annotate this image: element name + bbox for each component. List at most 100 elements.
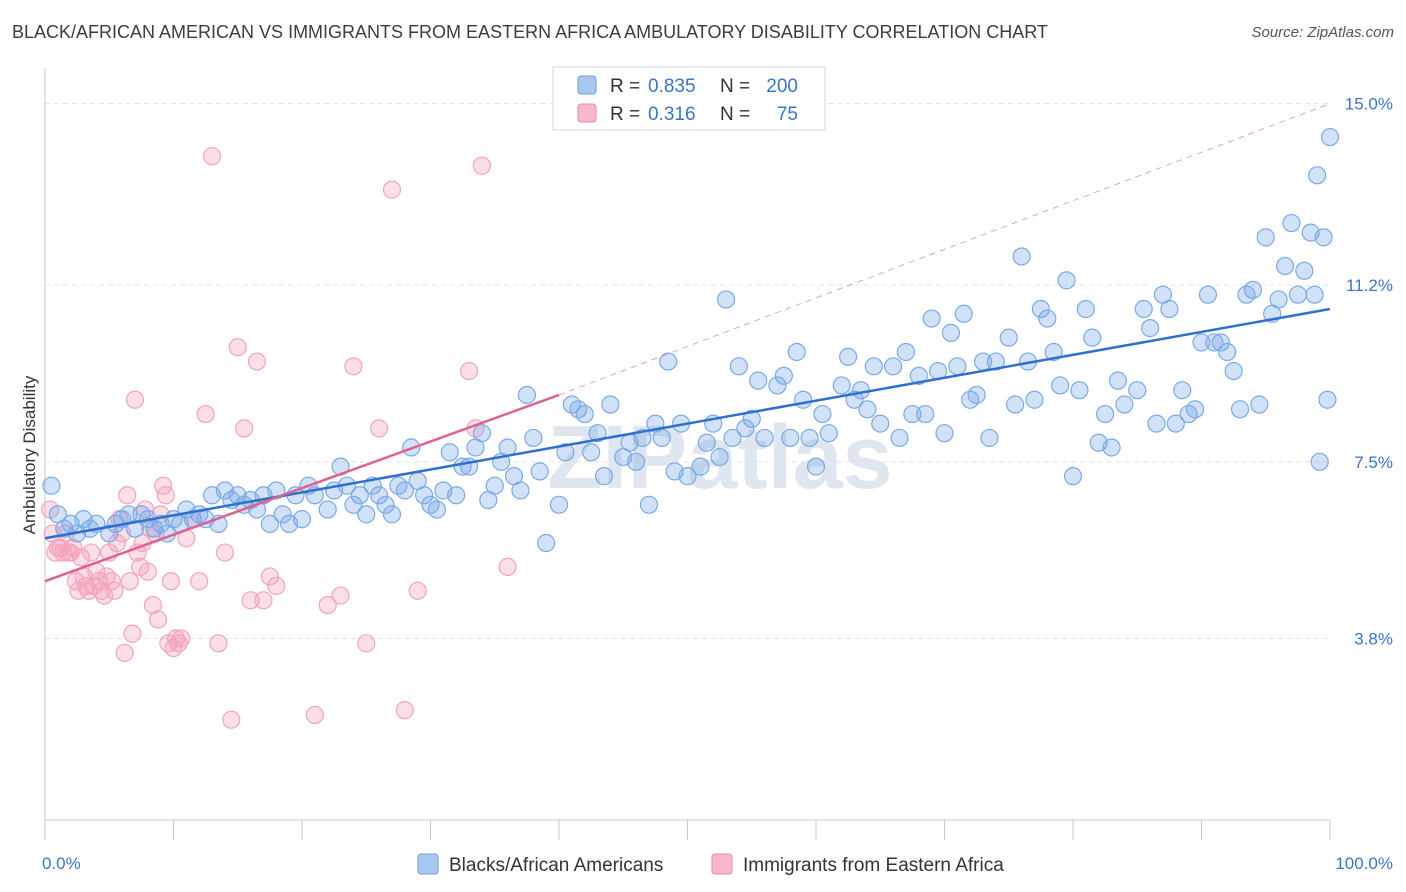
legend-label-immigrants: Immigrants from Eastern Africa (743, 855, 1004, 876)
point-blacks (659, 352, 678, 371)
point-blacks (954, 304, 973, 323)
point-blacks (1147, 414, 1166, 433)
legend-item-immigrants[interactable]: Immigrants from Eastern Africa (711, 853, 1004, 876)
point-blacks (768, 376, 787, 395)
point-blacks (1076, 299, 1095, 319)
point-blacks (382, 505, 402, 524)
point-immigrants (64, 538, 83, 557)
point-blacks (806, 457, 826, 476)
point-immigrants (408, 581, 427, 600)
point-immigrants (71, 548, 91, 567)
point-blacks (517, 385, 536, 405)
point-immigrants (254, 591, 273, 610)
point-blacks (1160, 299, 1179, 319)
point-blacks (1198, 285, 1218, 304)
stats-box: R = 0.835 N = 200 R = 0.316 N = 75 (552, 66, 826, 131)
point-blacks (318, 500, 337, 519)
legend-item-blacks[interactable]: Blacks/African Americans (417, 853, 663, 876)
point-blacks (633, 428, 652, 448)
y-tick-label: 15.0% (1345, 95, 1393, 114)
point-immigrants (105, 581, 124, 600)
point-immigrants (53, 543, 73, 562)
legend-swatch-blue (417, 853, 439, 875)
point-immigrants (115, 643, 134, 662)
point-immigrants (344, 357, 363, 376)
point-blacks (1102, 438, 1121, 457)
stats-row-blue: R = 0.835 N = 200 (577, 75, 798, 97)
point-blacks (749, 371, 768, 390)
point-blacks (1192, 333, 1211, 352)
point-blacks (626, 452, 646, 471)
point-blacks (922, 309, 941, 328)
point-blacks (1096, 404, 1115, 424)
stats-swatch-blue (577, 75, 597, 95)
point-blacks (1320, 127, 1340, 147)
point-blacks (883, 357, 903, 376)
point-immigrants (305, 705, 324, 725)
point-immigrants (156, 486, 175, 505)
point-blacks (1140, 319, 1160, 338)
stats-n-label: N = (720, 104, 750, 125)
y-tick-label: 7.5% (1354, 453, 1393, 472)
point-blacks (736, 419, 755, 438)
point-immigrants (382, 180, 402, 199)
y-tick-label: 3.8% (1354, 630, 1393, 649)
point-blacks (1310, 452, 1329, 471)
point-blacks (903, 404, 922, 424)
point-blacks (594, 467, 614, 486)
point-blacks (794, 390, 813, 409)
point-immigrants (125, 390, 145, 409)
point-immigrants (169, 634, 188, 653)
series-immigrants (41, 147, 517, 729)
point-blacks (1314, 228, 1333, 247)
point-blacks (1134, 299, 1153, 319)
point-blacks (1256, 228, 1275, 247)
point-blacks (1282, 213, 1301, 233)
stats-r-label: R = (610, 104, 640, 125)
point-blacks (601, 395, 620, 414)
point-blacks (678, 467, 697, 486)
point-immigrants (222, 710, 241, 729)
point-blacks (935, 424, 954, 443)
point-blacks (896, 342, 916, 362)
point-blacks (1243, 280, 1263, 300)
gridlines (45, 103, 1330, 640)
point-blacks (858, 400, 877, 419)
point-immigrants (143, 595, 163, 615)
point-blacks (774, 366, 793, 385)
point-blacks (691, 457, 710, 476)
point-blacks (414, 486, 434, 505)
point-immigrants (202, 147, 222, 166)
point-blacks (524, 428, 543, 448)
point-blacks (1218, 342, 1237, 362)
point-blacks (549, 495, 569, 514)
point-immigrants (395, 701, 414, 720)
stats-n-label: N = (720, 76, 750, 97)
point-blacks (787, 342, 806, 362)
point-immigrants (215, 543, 234, 562)
point-immigrants (331, 586, 350, 605)
legend-label-blacks: Blacks/African Americans (449, 855, 663, 876)
point-blacks (1275, 256, 1295, 276)
point-blacks (851, 381, 871, 400)
point-immigrants (235, 419, 254, 438)
chart-title: BLACK/AFRICAN AMERICAN VS IMMIGRANTS FRO… (12, 22, 1048, 42)
point-blacks (370, 486, 389, 505)
point-blacks (710, 447, 729, 467)
point-blacks (1305, 285, 1324, 304)
point-blacks (1070, 381, 1089, 400)
point-blacks (350, 486, 369, 505)
axes (44, 68, 1331, 840)
point-immigrants (318, 595, 337, 615)
point-blacks (395, 481, 414, 500)
point-blacks (1115, 395, 1134, 414)
x-tick-label: 0.0% (42, 854, 81, 873)
point-blacks (1031, 299, 1050, 319)
point-blacks (1211, 333, 1230, 352)
point-blacks (1308, 166, 1327, 185)
point-blacks (1006, 395, 1025, 414)
point-blacks (781, 428, 800, 448)
point-blacks (1230, 400, 1250, 419)
point-immigrants (190, 572, 209, 591)
